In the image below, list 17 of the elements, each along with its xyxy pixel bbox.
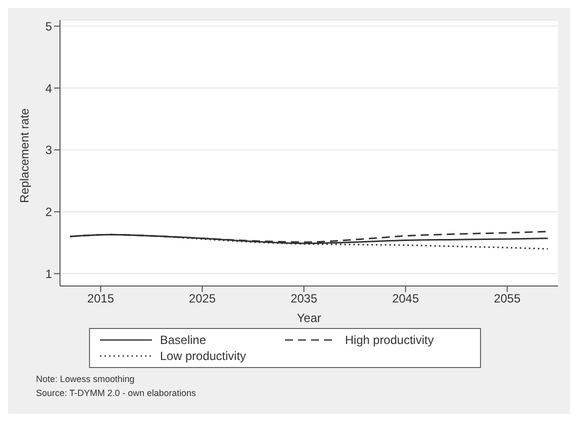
x-tick-label: 2015 [87,292,114,306]
legend-label: High productivity [345,333,434,347]
x-tick-label: 2035 [290,292,318,306]
y-tick-label: 5 [45,19,52,34]
y-tick-label: 3 [45,143,52,158]
y-tick-label: 4 [45,81,52,96]
y-tick-label: 2 [45,205,52,220]
x-tick-label: 2025 [188,292,216,306]
y-tick-label: 1 [45,266,52,281]
x-tick-label: 2045 [392,292,420,306]
text: Note: Lowess smoothing [36,373,136,386]
y-axis-title: Replacement rate [17,108,32,203]
x-tick-label: 2055 [494,292,521,306]
x-axis-title: Year [296,311,322,325]
legend-label: Low productivity [160,349,246,363]
legend-label: Baseline [160,333,206,347]
source-note: Source: T-DYMM 2.0 - own elaborations [36,387,197,400]
